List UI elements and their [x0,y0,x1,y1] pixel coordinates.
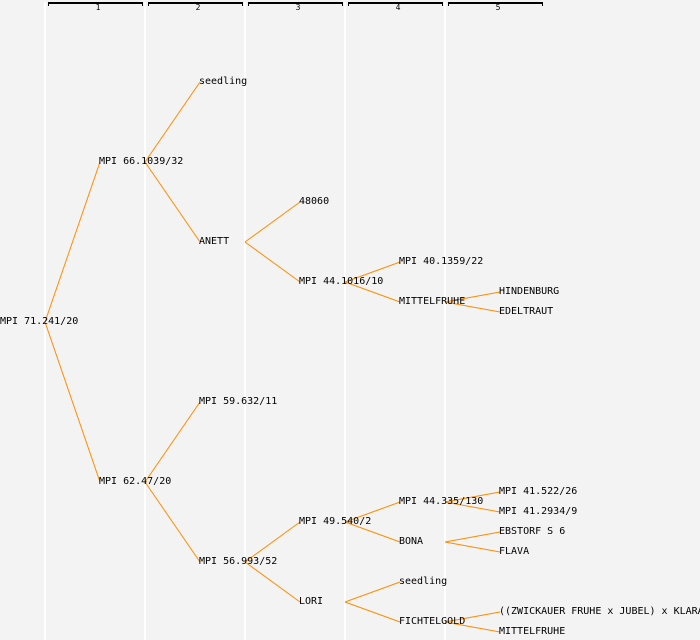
pedigree-node[interactable]: MPI 71.241/20 [0,316,79,327]
pedigree-node[interactable]: ((ZWICKAUER FRUHE x JUBEL) x KLARA [499,606,700,617]
pedigree-node[interactable]: MPI 56.993/52 [199,556,278,567]
pedigree-node[interactable]: seedling [199,76,248,87]
pedigree-node[interactable]: MPI 44.1016/10 [299,276,384,287]
pedigree-edge [244,241,301,283]
generation-bracket [48,2,143,6]
pedigree-edge [344,501,401,523]
generation-separator [244,2,246,640]
pedigree-edge [244,201,301,243]
pedigree-edge [344,521,401,543]
pedigree-node[interactable]: MPI 49.540/2 [299,516,372,527]
generation-label: 5 [495,3,501,12]
pedigree-edge [344,581,401,603]
pedigree-edge [444,531,501,543]
pedigree-node[interactable]: MPI 41.522/26 [499,486,578,497]
pedigree-node[interactable]: MPI 66.1039/32 [99,156,184,167]
generation-separator [144,2,146,640]
pedigree-edge [144,481,201,563]
pedigree-edge [444,491,501,503]
pedigree-node[interactable]: EDELTRAUT [499,306,554,317]
pedigree-edge [444,611,501,623]
pedigree-node[interactable]: MPI 59.632/11 [199,396,278,407]
pedigree-node[interactable]: LORI [299,596,324,607]
pedigree-node[interactable]: MITTELFRUHE [399,296,466,307]
pedigree-edge [444,291,501,303]
generation-label: 3 [295,3,301,12]
pedigree-edge [444,541,501,553]
generation-separator [344,2,346,640]
pedigree-edge [344,601,401,623]
generation-label: 4 [395,3,401,12]
pedigree-edge [44,321,101,483]
pedigree-node[interactable]: seedling [399,576,448,587]
pedigree-edge [444,501,501,513]
generation-bracket [248,2,343,6]
pedigree-node[interactable]: BONA [399,536,424,547]
pedigree-edge [244,561,301,603]
pedigree-node[interactable]: FLAVA [499,546,530,557]
pedigree-node[interactable]: MPI 62.47/20 [99,476,172,487]
pedigree-edge [444,621,501,633]
pedigree-edge [344,261,401,283]
pedigree-node[interactable]: MITTELFRUHE [499,626,566,637]
pedigree-edge [444,301,501,313]
generation-bracket [348,2,443,6]
pedigree-edge [244,521,301,563]
generation-bracket [148,2,243,6]
pedigree-edge [44,161,101,323]
generation-separator [444,2,446,640]
pedigree-node[interactable]: HINDENBURG [499,286,560,297]
pedigree-node[interactable]: ANETT [199,236,230,247]
pedigree-node[interactable]: MPI 40.1359/22 [399,256,484,267]
pedigree-node[interactable]: FICHTELGOLD [399,616,466,627]
pedigree-edge [144,401,201,483]
generation-label: 1 [95,3,101,12]
pedigree-edge [144,161,201,243]
pedigree-edge [344,281,401,303]
generation-bracket [448,2,543,6]
pedigree-node[interactable]: EBSTORF S 6 [499,526,566,537]
pedigree-node[interactable]: MPI 41.2934/9 [499,506,578,517]
generation-label: 2 [195,3,201,12]
pedigree-node[interactable]: MPI 44.335/130 [399,496,484,507]
pedigree-node[interactable]: 48060 [299,196,330,207]
pedigree-edge [144,81,201,163]
